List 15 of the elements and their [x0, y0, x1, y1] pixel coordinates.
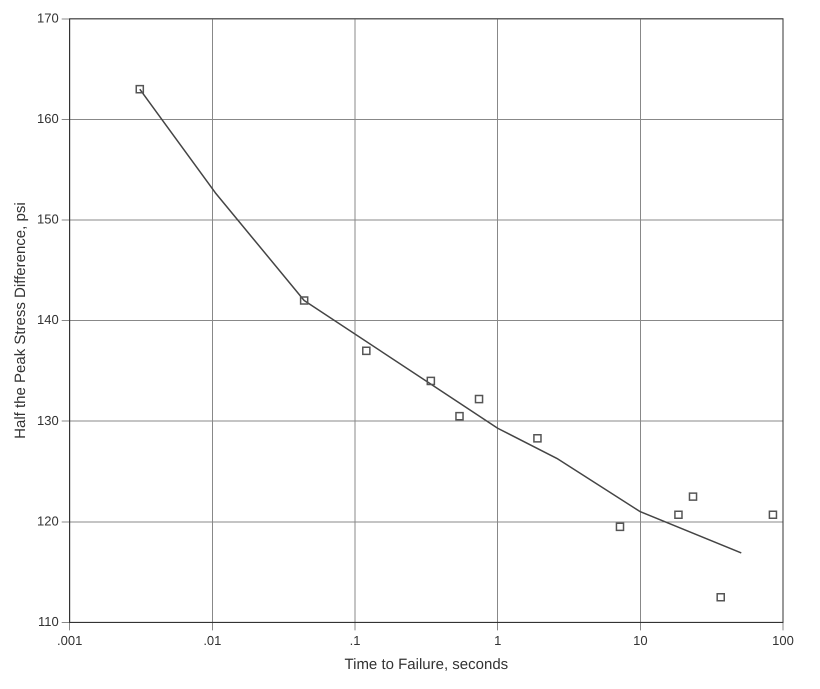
y-tick-label: 130 — [36, 412, 59, 428]
y-tick-label: 170 — [36, 10, 59, 26]
x-tick-label: 1 — [494, 632, 502, 648]
x-tick-label: .01 — [203, 632, 222, 648]
x-tick-label: .1 — [350, 632, 360, 648]
y-tick-label: 160 — [36, 110, 59, 126]
x-tick-label: .001 — [57, 632, 82, 648]
y-tick-label: 150 — [36, 212, 59, 227]
x-tick-label: 10 — [633, 632, 648, 648]
y-tick-label: 120 — [36, 513, 59, 528]
y-tick-label: 110 — [38, 614, 59, 629]
y-tick-label: 140 — [36, 312, 59, 328]
x-axis-title: Time to Failure, seconds — [344, 656, 508, 674]
y-axis-title: Half the Peak Stress Difference, psi — [12, 202, 30, 439]
x-tick-label: 100 — [772, 632, 794, 648]
